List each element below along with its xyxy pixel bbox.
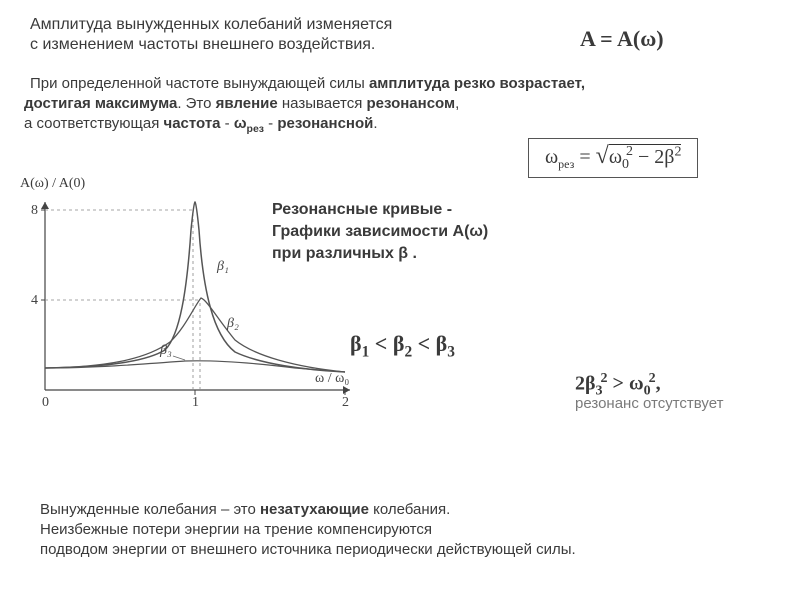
header-line2: с изменением частоты внешнего воздействи… [30,35,375,56]
x-tick-label-2: 2 [342,395,349,410]
footer-line1: Вынужденные колебания – это незатухающие… [40,500,450,520]
footer-l1a: Вынужденные колебания – это [40,501,260,518]
y-tick-label-8: 8 [31,203,38,218]
header-line1: Амплитуда вынужденных колебаний изменяет… [30,15,392,36]
y-axis-arrow [41,202,49,209]
header-formula: A = A(ω) [580,25,664,54]
intro-line2d: называется [278,95,367,112]
resonance-formula-box: ωрез = √ω02 − 2β2 [528,138,698,178]
beta-inequality: β1 < β2 < β3 [350,330,455,362]
curves-caption-2: Графики зависимости A(ω) [272,222,488,243]
y-tick-label-4: 4 [31,293,38,308]
footer-line3: подводом энергии от внешнего источника п… [40,540,576,560]
intro-line1b: амплитуда резко возрастает, [369,75,585,92]
x-tick-label-0: 0 [42,395,49,410]
intro-line2b: . Это [177,95,215,112]
res-rhs: √ω02 − 2β2 [596,143,682,173]
intro-l3b: частота [163,115,220,132]
res-eq: = [574,146,595,168]
curve-beta3 [45,361,345,372]
intro-line3: а соответствующая частота - ωрез - резон… [24,114,378,137]
beta3-label: β₃ [159,343,172,358]
intro-l3a: а соответствующая [24,115,163,132]
intro-line1a: При определенной частоте вынуждающей сил… [30,75,369,92]
curves-caption-1: Резонансные кривые - [272,200,452,221]
beta1-label: β₁ [216,259,229,274]
intro-l3e: - [264,115,277,132]
intro-line1: При определенной частоте вынуждающей сил… [30,74,585,94]
beta3-leader [173,356,185,360]
curves-caption-3: при различных β . [272,244,417,265]
no-res-text: резонанс отсутствует [575,394,723,414]
intro-l3f: резонансной [277,115,373,132]
intro-l3c: - [221,115,234,132]
intro-line2: достигая максимума. Это явление называет… [24,94,459,114]
chart-ylabel: A(ω) / A(0) [20,175,85,193]
intro-line2f: , [455,95,459,112]
intro-l3d: ωрез [234,115,264,132]
intro-line2c: явление [216,95,278,112]
x-axis-label: ω / ω₀ [315,371,349,386]
footer-l1b: незатухающие [260,501,369,518]
intro-line2a: достигая максимума [24,95,177,112]
intro-l3g: . [373,115,377,132]
res-lhs: ωрез [545,146,574,168]
x-axis-arrow [343,386,350,394]
footer-l1c: колебания. [369,501,450,518]
intro-line2e: резонансом [366,95,455,112]
footer-line2: Неизбежные потери энергии на трение комп… [40,520,432,540]
beta2-label: β₂ [226,316,239,331]
x-tick-label-1: 1 [192,395,199,410]
